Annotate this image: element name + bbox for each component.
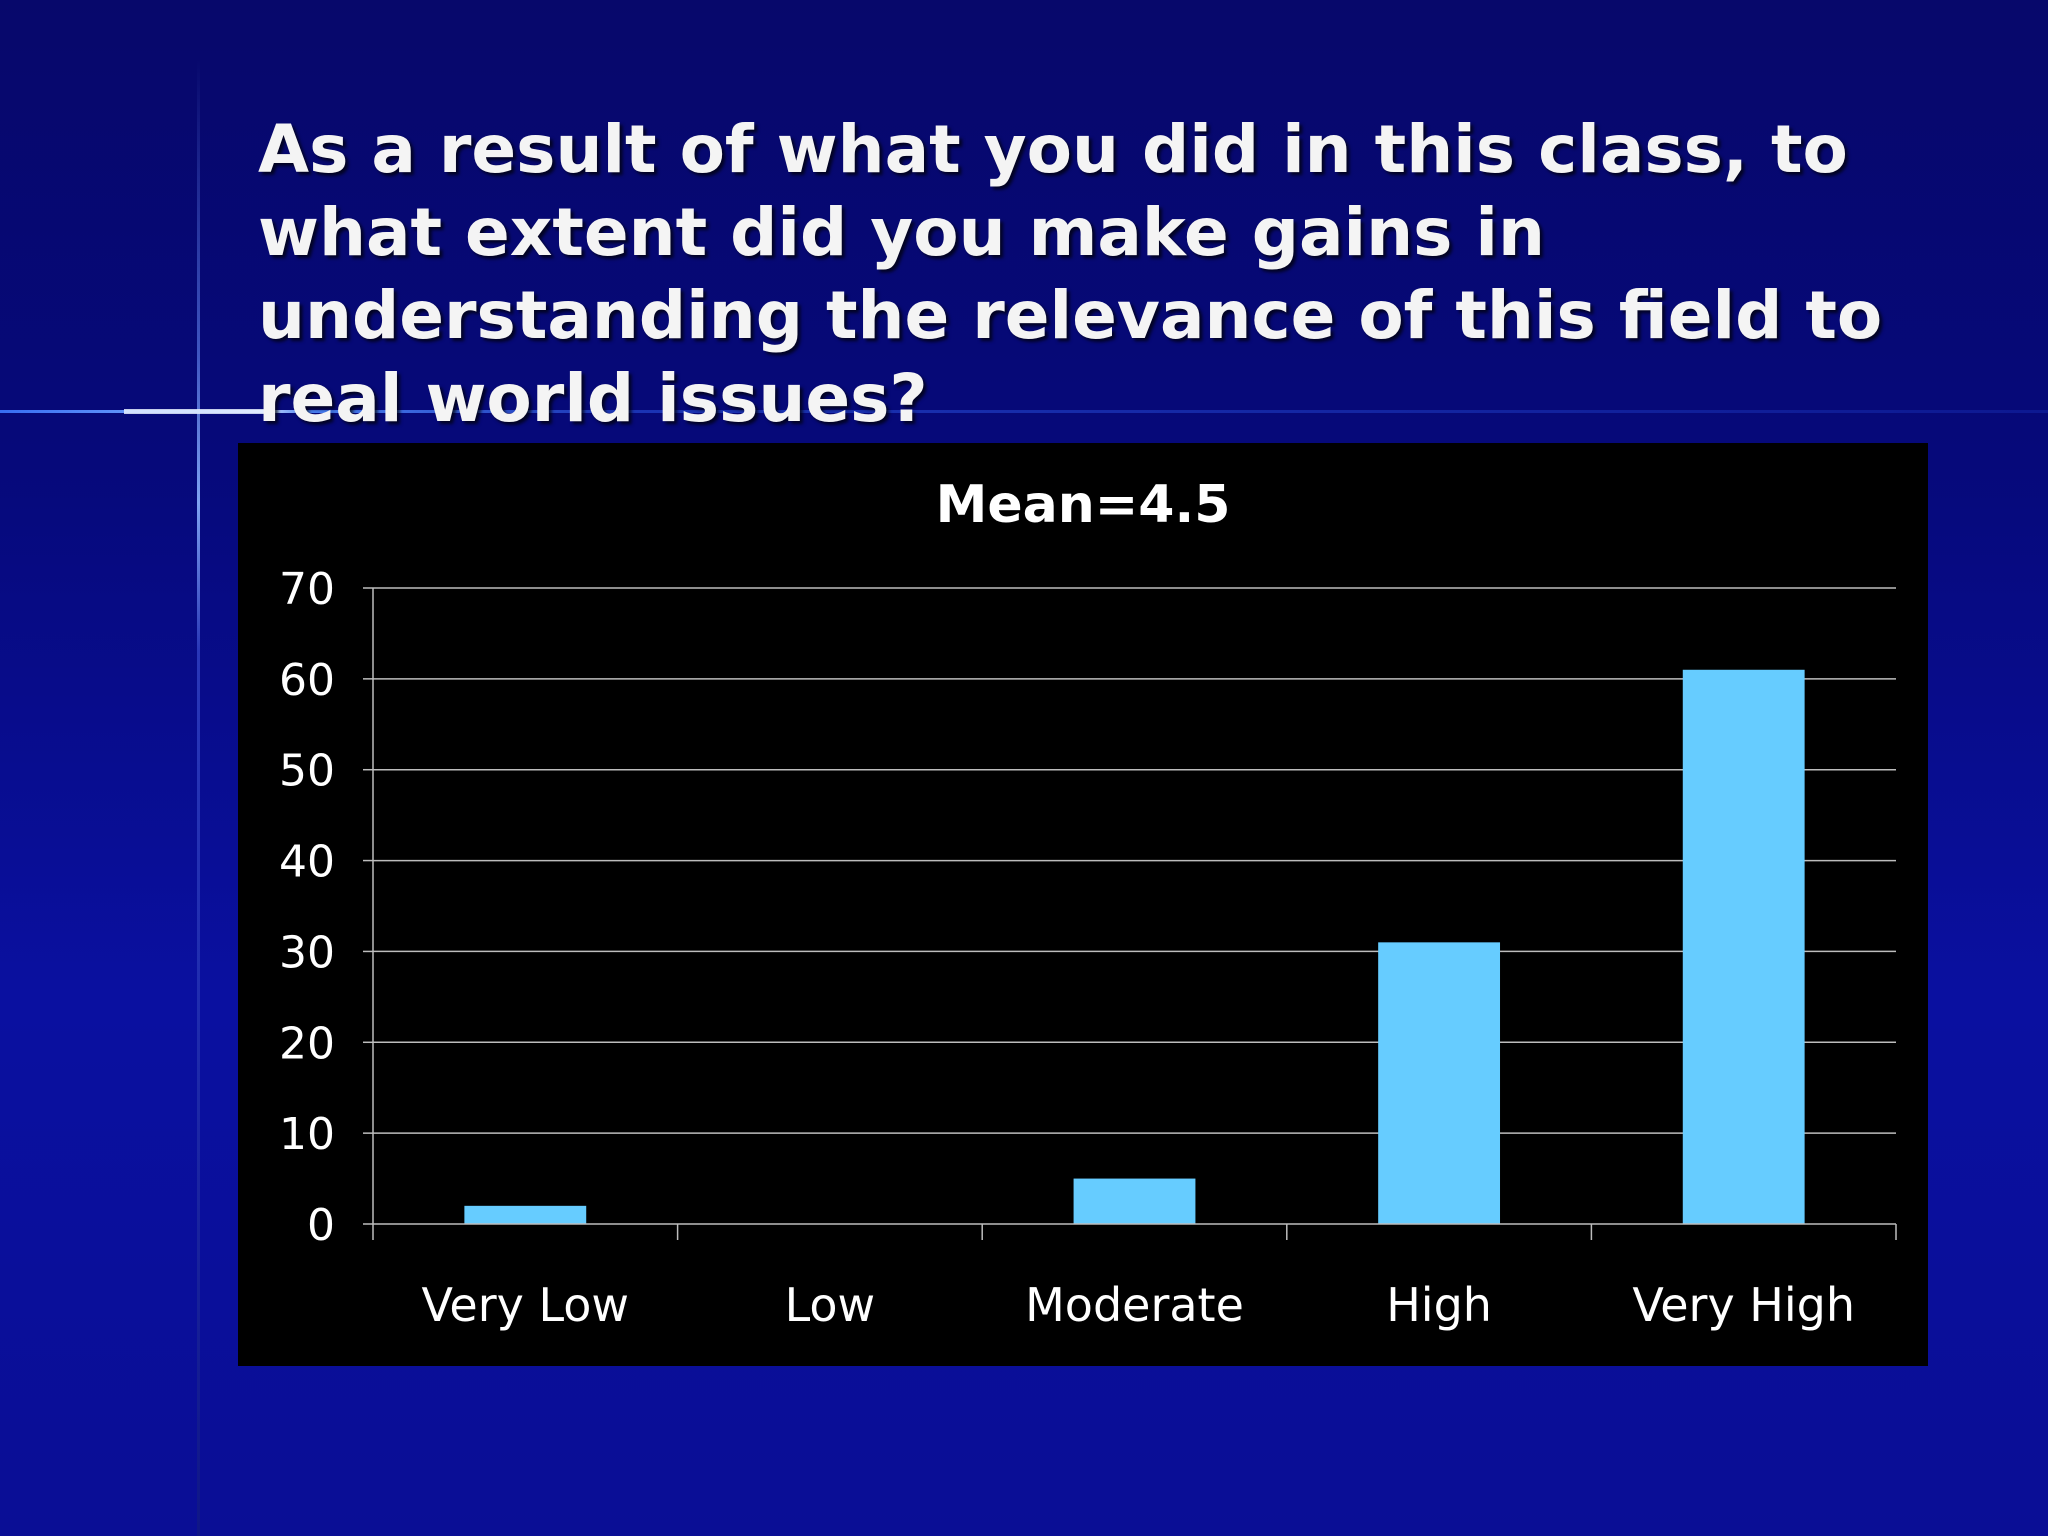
decorative-horizontal-line bbox=[0, 410, 2048, 413]
y-tick-label: 20 bbox=[279, 1018, 335, 1069]
bars bbox=[464, 669, 1805, 1224]
bar bbox=[1378, 942, 1501, 1224]
axes bbox=[363, 587, 1897, 1240]
y-tick-label: 70 bbox=[279, 564, 335, 615]
x-tick-label: High bbox=[1386, 1278, 1492, 1332]
y-tick-labels: 0 10 20 30 40 50 60 70 bbox=[279, 564, 335, 1251]
chart-panel: Mean=4.5 0 10 20 30 40 50 60 70 Very Low Low Mode… bbox=[238, 443, 1928, 1366]
x-tick-label: Very High bbox=[1632, 1278, 1855, 1332]
y-tick-label: 10 bbox=[279, 1109, 335, 1160]
gridlines bbox=[373, 587, 1896, 1134]
y-tick-label: 0 bbox=[307, 1200, 335, 1251]
y-tick-label: 40 bbox=[279, 837, 335, 888]
decorative-vertical-line bbox=[197, 60, 200, 1536]
decorative-line-highlight bbox=[124, 409, 274, 414]
x-tick-labels: Very Low Low Moderate High Very High bbox=[422, 1278, 1856, 1332]
x-tick-label: Low bbox=[785, 1278, 876, 1332]
bar-chart: Mean=4.5 0 10 20 30 40 50 60 70 Very Low Low Mode… bbox=[279, 475, 1897, 1332]
slide-title: As a result of what you did in this clas… bbox=[258, 111, 1883, 437]
bar bbox=[1682, 669, 1805, 1224]
chart-title: Mean=4.5 bbox=[936, 475, 1231, 535]
y-tick-label: 60 bbox=[279, 655, 335, 706]
y-tick-label: 50 bbox=[279, 746, 335, 797]
x-tick-label: Moderate bbox=[1025, 1278, 1244, 1332]
bar bbox=[1073, 1178, 1196, 1224]
bar bbox=[464, 1205, 587, 1224]
y-tick-label: 30 bbox=[279, 927, 335, 978]
x-tick-label: Very Low bbox=[422, 1278, 630, 1332]
